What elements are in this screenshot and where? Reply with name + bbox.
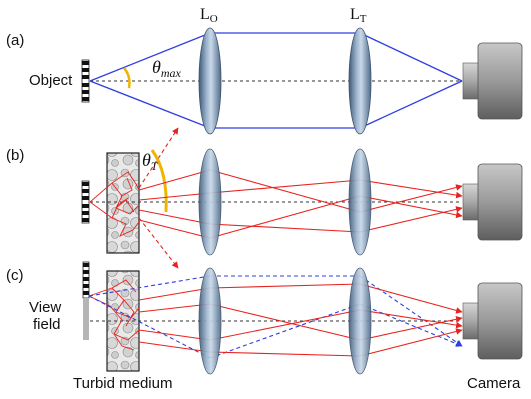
camera-b [462,163,523,241]
objective-lens-c [198,267,222,375]
blue-rays-c [88,275,463,359]
object-target-b [81,180,90,224]
camera-c [462,282,523,360]
panel-b-label: (b) [6,147,24,164]
panel-c-label: (c) [6,267,24,284]
tube-lens-a [348,27,372,135]
scatter-paths-c [88,279,140,351]
rays-b [138,169,463,239]
camera-label: Camera [467,375,521,392]
lens-lt-label: LT [350,6,367,25]
panel-c: (c) View field [6,261,523,392]
objective-lens-a [198,27,222,135]
theta-max-label: θmax [152,57,182,80]
lens-lo-label: LO [200,6,218,25]
turbid-medium-label: Turbid medium [73,375,172,392]
camera-a [462,42,523,120]
panel-b: (b) θT [6,127,523,269]
tube-lens-b [348,148,372,256]
view-field-bar [83,298,89,340]
theta-max-arc [123,67,131,89]
object-label: Object [29,72,73,89]
object-target-c [82,261,90,340]
view-field-label-1: View [29,299,61,316]
theta-t-arc [150,149,168,213]
panel-a-label: (a) [6,32,24,49]
view-field-label-2: field [33,316,61,333]
turbid-medium-b [106,152,140,254]
scatter-paths-b [89,171,140,237]
red-rays-c [138,283,463,357]
rays-a [89,32,463,129]
object-target [81,59,90,103]
panel-a: (a) Object θmax LO LT [6,6,523,135]
objective-lens-b [198,148,222,256]
theta-t-label: θT [142,150,159,173]
tube-lens-c [348,267,372,375]
